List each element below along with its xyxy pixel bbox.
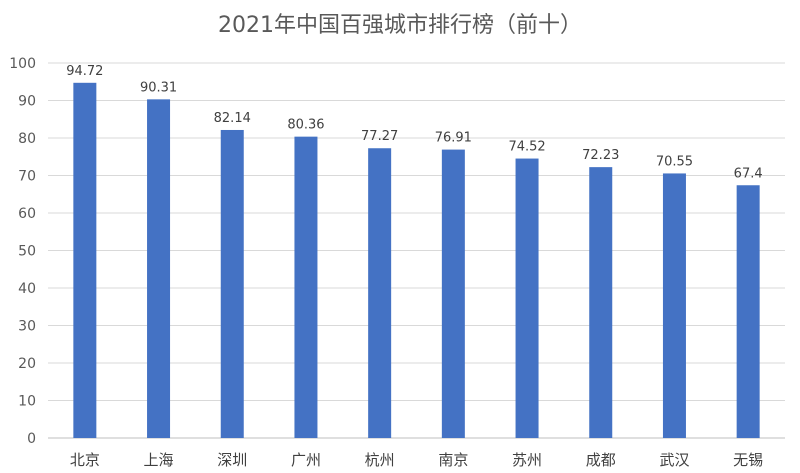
x-tick-label: 杭州 [365,451,395,469]
data-label: 80.36 [287,118,324,133]
data-label: 72.23 [582,148,619,163]
bar [147,99,171,439]
y-tick-label: 30 [18,319,36,335]
bar [515,158,539,439]
bar [441,149,465,438]
data-labels: 94.72 90.31 82.14 80.36 77.27 76.91 74.52 72.23… [66,64,762,181]
y-tick-label: 100 [9,56,36,72]
gridlines [48,62,785,439]
y-tick-label: 50 [18,244,36,260]
bar [736,185,760,438]
bars [73,82,760,439]
x-tick-label: 广州 [291,451,321,469]
x-tick-label: 上海 [144,451,174,469]
bar [662,173,686,438]
y-tick-label: 40 [18,281,36,297]
y-tick-label: 80 [18,131,36,147]
x-tick-label: 北京 [70,451,100,469]
x-axis-ticks: 北京 上海 深圳 广州 杭州 南京 苏州 成都 武汉 无锡 [70,451,763,469]
data-label: 76.91 [435,131,472,146]
x-tick-label: 苏州 [512,451,542,469]
x-tick-label: 南京 [438,451,468,469]
y-tick-label: 70 [18,169,36,185]
bar [220,129,244,438]
y-tick-label: 90 [18,94,36,110]
y-tick-label: 10 [18,394,36,410]
data-label: 82.14 [214,111,251,126]
y-axis-ticks: 0 10 20 30 40 50 60 70 80 90 100 [9,56,36,447]
data-label: 94.72 [66,64,103,79]
y-tick-label: 60 [18,206,36,222]
x-tick-label: 武汉 [659,451,689,469]
data-label: 90.31 [140,80,177,95]
x-tick-label: 无锡 [733,451,763,469]
x-tick-label: 深圳 [217,451,247,469]
data-label: 74.52 [508,140,545,155]
data-label: 77.27 [361,129,398,144]
y-tick-label: 20 [18,356,36,372]
chart-title: 2021年中国百强城市排行榜（前十） [218,13,582,38]
bar [368,148,392,439]
data-label: 67.4 [734,166,763,181]
data-label: 70.55 [656,154,693,169]
bar [294,136,318,438]
y-tick-label: 0 [27,431,36,447]
bar [589,167,613,438]
x-tick-label: 成都 [586,451,616,469]
bar [73,82,97,439]
